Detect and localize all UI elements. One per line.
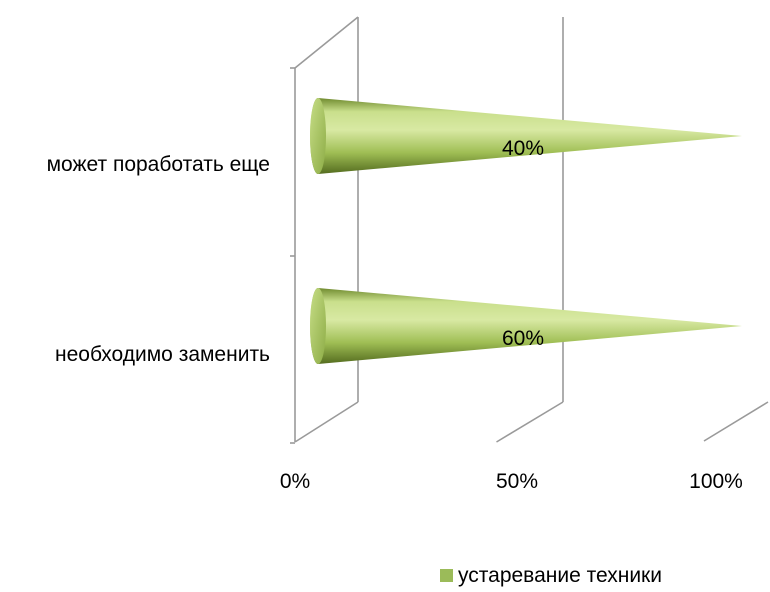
floor-left-edge xyxy=(294,401,359,443)
gridlines xyxy=(496,17,769,443)
plot-walls xyxy=(290,16,359,444)
category-label: необходимо заменить xyxy=(55,343,270,366)
legend-swatch xyxy=(440,569,453,582)
cone-body xyxy=(310,98,742,174)
side-wall-top-edge xyxy=(294,16,359,69)
labels: может поработать еще 40% необходимо замени… xyxy=(47,137,743,493)
cone-bar xyxy=(310,98,742,174)
cone-bars xyxy=(310,98,742,364)
data-label: 60% xyxy=(502,327,544,350)
x-tick-label: 0% xyxy=(280,470,310,493)
category-label: может поработать еще xyxy=(47,153,270,176)
cone-body xyxy=(310,288,742,364)
gridline-floor-1 xyxy=(496,401,564,443)
legend-label: устаревание техники xyxy=(458,564,662,587)
data-label: 40% xyxy=(502,137,544,160)
gridline-floor-2 xyxy=(703,401,769,442)
x-tick-label: 100% xyxy=(689,470,743,493)
legend: устаревание техники xyxy=(440,564,662,587)
x-tick-label: 50% xyxy=(496,470,538,493)
cone-bar xyxy=(310,288,742,364)
cone-base xyxy=(310,288,326,364)
cone-base xyxy=(310,98,326,174)
